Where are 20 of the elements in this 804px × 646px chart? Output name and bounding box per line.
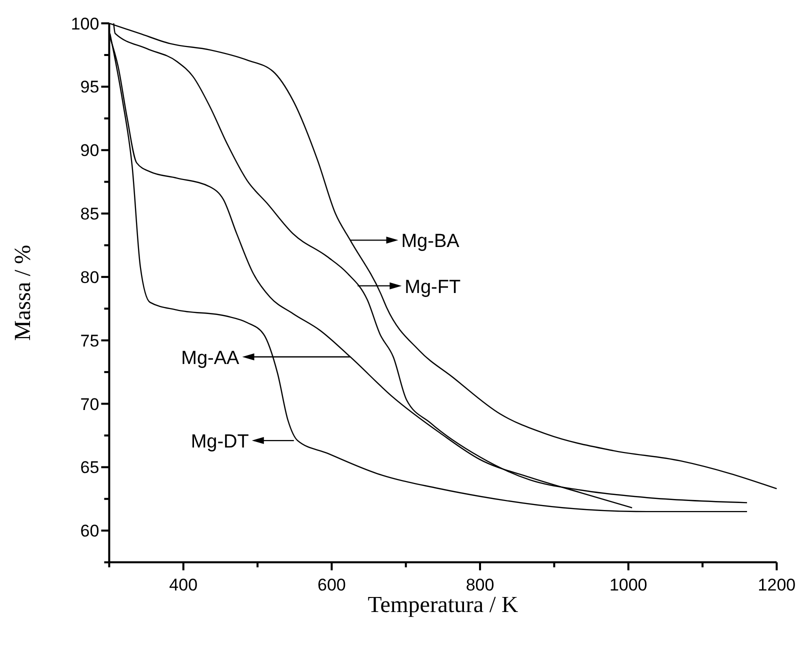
y-tick-label: 80: [80, 268, 100, 287]
y-tick-label: 60: [80, 522, 100, 541]
x-tick-label: 400: [169, 575, 198, 594]
y-tick-label: 70: [80, 394, 100, 414]
y-tick-label: 95: [80, 78, 100, 97]
annotation: Mg-DT: [190, 432, 250, 453]
x-tick-label: 1000: [609, 575, 648, 594]
annotation: Mg-FT: [404, 276, 461, 298]
y-tick-label: 65: [80, 458, 100, 478]
x-tick-label: 800: [466, 575, 494, 594]
y-tick-label: 90: [80, 141, 100, 160]
annotation: Mg-BA: [401, 231, 460, 252]
y-tick-label: 75: [80, 331, 100, 350]
y-tick-label: 85: [80, 204, 100, 224]
annotation: Mg-AA: [181, 348, 240, 369]
x-tick-label: 600: [318, 575, 346, 594]
y-axis-title: Massa / %: [10, 244, 35, 341]
y-tick-label: 100: [70, 14, 100, 34]
x-tick-label: 1200: [758, 575, 796, 594]
x-axis-title: Temperatura / K: [368, 592, 519, 617]
